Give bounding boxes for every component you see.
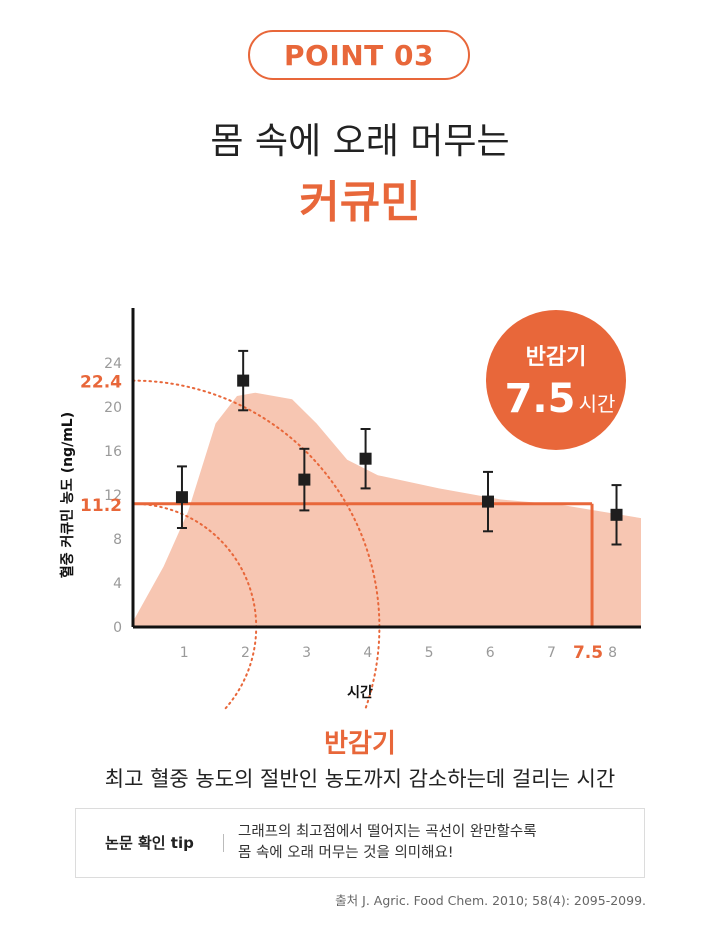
y-tick-label: 12	[104, 488, 122, 504]
headline-accent: 커큐민	[299, 177, 421, 228]
definition-title: 반감기	[324, 729, 396, 759]
source-citation: 출처 J. Agric. Food Chem. 2010; 58(4): 209…	[335, 893, 646, 908]
x-tick-label: 6	[486, 645, 495, 661]
tip-text: 그래프의 최고점에서 떨어지는 곡선이 완만할수록 몸 속에 오래 머무는 것을…	[224, 822, 537, 864]
y-tick-label: 20	[104, 400, 122, 416]
x-tick-label: 7	[547, 645, 556, 661]
y-tick-label: 0	[113, 620, 122, 636]
data-point	[481, 495, 494, 508]
tip-line-1: 그래프의 최고점에서 떨어지는 곡선이 완만할수록	[238, 824, 537, 840]
y-tick-label: 16	[104, 444, 122, 460]
x-axis-title: 시간	[347, 684, 373, 701]
point-badge: POINT 03	[248, 30, 470, 80]
x-tick-label: 5	[425, 645, 434, 661]
y-tick-label: 24	[104, 356, 122, 372]
data-point	[175, 491, 188, 504]
data-point	[610, 508, 623, 521]
data-point	[298, 473, 311, 486]
x-tick-label: 3	[302, 645, 311, 661]
tip-line-2: 몸 속에 오래 머무는 것을 의미해요!	[238, 845, 454, 861]
x-tick-label: 4	[363, 645, 372, 661]
half-life-callout	[486, 310, 626, 450]
tip-label: 논문 확인 tip	[76, 834, 224, 852]
x-tick-label: 2	[241, 645, 250, 661]
tip-box: 논문 확인 tip 그래프의 최고점에서 떨어지는 곡선이 완만할수록 몸 속에…	[75, 808, 645, 878]
half-life-tick-label: 7.5	[573, 643, 603, 663]
peak-value-label: 22.4	[80, 373, 122, 393]
half-value-label: 11.2	[80, 496, 122, 516]
x-tick-label: 1	[180, 645, 189, 661]
concentration-area	[133, 392, 641, 627]
data-point	[237, 374, 250, 387]
y-axis-title: 혈중 커큐민 농도 (ng/mL)	[59, 412, 76, 578]
headline: 몸 속에 오래 머무는	[210, 121, 510, 162]
y-tick-label: 4	[113, 576, 122, 592]
callout-unit: 시간	[579, 392, 616, 416]
data-point	[359, 452, 372, 465]
y-tick-label: 8	[113, 532, 122, 548]
callout-title: 반감기	[526, 345, 587, 370]
definition-text: 최고 혈중 농도의 절반인 농도까지 감소하는데 걸리는 시간	[104, 767, 616, 791]
x-tick-label: 8	[608, 645, 617, 661]
callout-value: 7.5	[505, 376, 576, 422]
